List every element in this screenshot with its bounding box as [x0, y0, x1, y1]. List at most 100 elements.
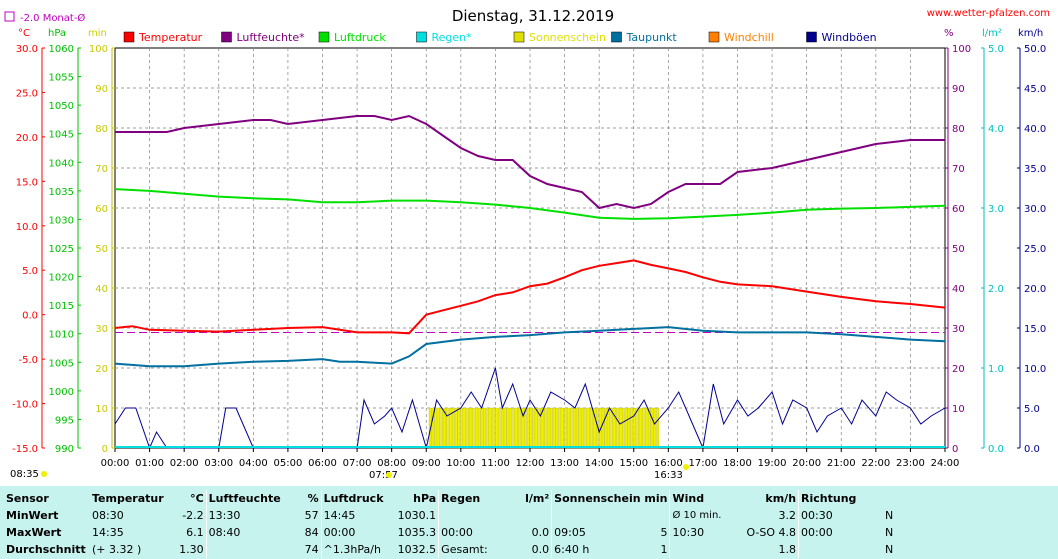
temp-tick-label: 15.0: [16, 177, 38, 188]
sunrise-marker: [386, 472, 392, 478]
sunshine-bar: [624, 407, 628, 449]
sunshine-bar: [454, 407, 458, 449]
x-tick-label: 16:00: [654, 458, 683, 469]
min-tick-label: 40: [95, 284, 108, 295]
x-tick-label: 00:00: [101, 458, 130, 469]
monthly-avg-swatch: [4, 11, 15, 22]
hdr-hum: Luftfeuchte: [205, 490, 291, 507]
legend-label: Luftfeuchte*: [237, 31, 306, 44]
sunset-marker: [683, 464, 689, 470]
dewpoint-line: [114, 326, 946, 368]
x-tick-label: 21:00: [827, 458, 856, 469]
kmh-tick-label: 35.0: [1024, 164, 1046, 175]
min-tick-label: 70: [95, 164, 108, 175]
wind-dir: O-SO: [746, 526, 776, 539]
sunshine-bar: [639, 407, 642, 449]
min-tick-label: 0: [102, 444, 108, 455]
pressure-line: [114, 188, 946, 220]
sunshine-bar: [483, 407, 487, 449]
pct-tick-label: 20: [952, 364, 965, 375]
sunshine-bar: [466, 407, 469, 449]
stats-row-avg: Durchschnitt (+ 3.32 ) 1.30 74 ^1.3hPa/h…: [4, 541, 907, 558]
sunshine-bar: [645, 407, 648, 449]
min-tick-label: 60: [95, 204, 108, 215]
x-tick-label: 07:00: [343, 458, 372, 469]
hum-time: 13:30: [205, 507, 291, 524]
x-tick-label: 13:00: [550, 458, 579, 469]
temp-tick-label: -15.0: [12, 444, 38, 455]
pct-tick-label: 30: [952, 324, 965, 335]
sunshine-bar: [561, 407, 564, 449]
x-tick-label: 09:00: [412, 458, 441, 469]
hpa-tick-label: 1020: [49, 273, 74, 284]
x-tick-label: 06:00: [308, 458, 337, 469]
pct-tick-label: 90: [952, 84, 965, 95]
sunshine-bar: [549, 407, 553, 449]
sunshine-bar: [495, 407, 498, 449]
sunshine-bar: [437, 407, 441, 449]
min-tick-label: 90: [95, 84, 108, 95]
hdr-sun: Sonnenschein min: [551, 490, 670, 507]
sun-time: 09:05: [551, 524, 644, 541]
stats-panel: Sensor Temperatur °C Luftfeuchte % Luftd…: [0, 486, 1058, 559]
hum-val: 74: [304, 543, 319, 556]
sunrise-label: 07:57: [369, 470, 398, 481]
legend-swatch: [123, 31, 135, 43]
hdr-rain: Regen: [438, 490, 516, 507]
pct-tick-label: 80: [952, 124, 965, 135]
chart-grid: [114, 47, 946, 449]
x-tick-label: 19:00: [758, 458, 787, 469]
sunshine-bar: [446, 407, 449, 449]
sunshine-bar: [518, 407, 521, 449]
sun-val: [643, 507, 670, 524]
sunshine-bar: [590, 407, 593, 449]
x-tick-label: 17:00: [689, 458, 718, 469]
press-time: 00:00: [320, 524, 396, 541]
hdr-rain-unit: l/m²: [525, 492, 550, 505]
temp-val: -2.2: [182, 509, 204, 522]
legend-swatch: [513, 31, 525, 43]
chart-legend: Temperatur Luftfeuchte* Luftdruck Regen* Son…: [123, 31, 877, 44]
row-label: MinWert: [6, 509, 59, 522]
sunshine-bar: [503, 407, 507, 449]
stats-row-max: MaxWert 14:35 6.1 08:40 84 00:00 1035.3 …: [4, 524, 907, 541]
stats-row-min: MinWert 08:30 -2.2 13:30 57 14:45 1030.1…: [4, 507, 907, 524]
x-tick-label: 05:00: [274, 458, 303, 469]
dir-time: [798, 541, 884, 558]
stats-header-row: Sensor Temperatur °C Luftfeuchte % Luftd…: [4, 490, 907, 507]
kmh-unit: km/h: [1018, 28, 1043, 39]
lm2-tick-label: 2.0: [988, 284, 1004, 295]
pct-tick-label: 50: [952, 244, 965, 255]
sun-time: [551, 507, 644, 524]
wind-label: 10:30: [669, 524, 745, 541]
left-time-marker: [41, 471, 47, 477]
sunshine-bar: [636, 407, 639, 449]
dir-time: 00:30: [798, 507, 884, 524]
sunshine-bar: [509, 407, 513, 449]
legend-label: Taupunkt: [626, 31, 678, 44]
hdr-temp: Temperatur: [92, 492, 164, 505]
sunshine-bar: [440, 407, 443, 449]
sunshine-bar: [547, 407, 550, 449]
sunshine-bar: [552, 407, 556, 449]
sunshine-bar: [570, 407, 573, 449]
sunshine-bar: [653, 407, 657, 449]
hpa-tick-label: 1025: [49, 244, 74, 255]
sunshine-bar: [535, 407, 538, 449]
sunshine-bar: [472, 407, 475, 449]
site-link[interactable]: www.wetter-pfalzen.com: [927, 8, 1050, 19]
dir-val: N: [885, 526, 894, 539]
sunshine-bar: [451, 407, 455, 449]
kmh-tick-label: 40.0: [1024, 124, 1046, 135]
legend-swatch: [416, 31, 427, 43]
sunshine-bar: [434, 407, 438, 449]
legend-swatch: [221, 31, 232, 43]
legend-label: Windböen: [822, 31, 877, 44]
rain-time: [438, 507, 516, 524]
sunshine-bar: [581, 407, 585, 449]
lm2-tick-label: 0.0: [988, 444, 1004, 455]
hum-time: 08:40: [205, 524, 291, 541]
press-val: 1035.3: [397, 526, 437, 539]
sunset-label: 16:33: [654, 470, 683, 481]
wind-val: 3.2: [778, 509, 797, 522]
